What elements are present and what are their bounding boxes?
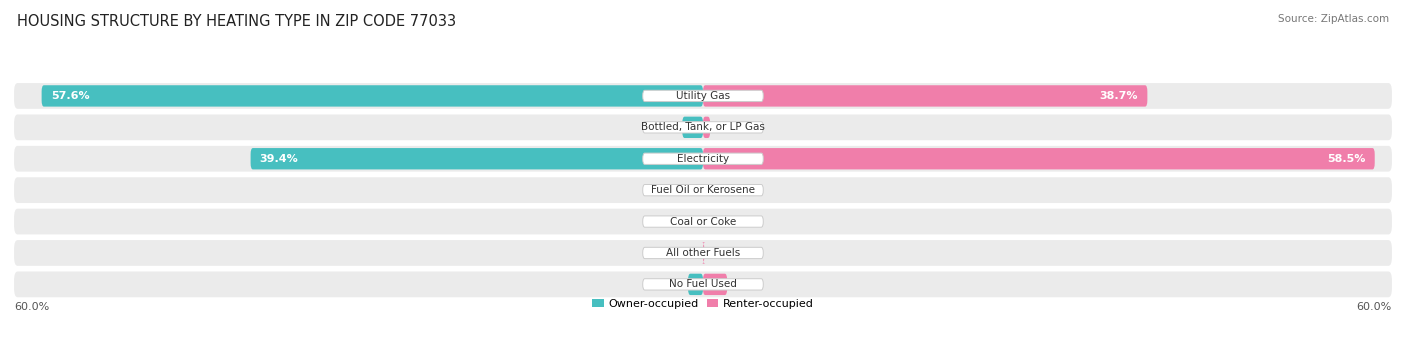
Text: HOUSING STRUCTURE BY HEATING TYPE IN ZIP CODE 77033: HOUSING STRUCTURE BY HEATING TYPE IN ZIP… xyxy=(17,14,456,29)
Text: 1.3%: 1.3% xyxy=(654,279,682,290)
FancyBboxPatch shape xyxy=(14,271,1392,297)
FancyBboxPatch shape xyxy=(643,122,763,133)
Text: Coal or Coke: Coal or Coke xyxy=(669,217,737,226)
FancyBboxPatch shape xyxy=(14,240,1392,266)
FancyBboxPatch shape xyxy=(643,247,763,258)
FancyBboxPatch shape xyxy=(42,85,703,107)
Text: No Fuel Used: No Fuel Used xyxy=(669,279,737,290)
FancyBboxPatch shape xyxy=(643,90,763,102)
Text: 0.11%: 0.11% xyxy=(710,248,745,258)
Text: 58.5%: 58.5% xyxy=(1327,154,1365,164)
FancyBboxPatch shape xyxy=(703,117,710,138)
Text: Bottled, Tank, or LP Gas: Bottled, Tank, or LP Gas xyxy=(641,122,765,132)
Text: 38.7%: 38.7% xyxy=(1099,91,1139,101)
FancyBboxPatch shape xyxy=(688,274,703,295)
FancyBboxPatch shape xyxy=(14,83,1392,109)
Text: Fuel Oil or Kerosene: Fuel Oil or Kerosene xyxy=(651,185,755,195)
Text: 60.0%: 60.0% xyxy=(14,302,49,312)
FancyBboxPatch shape xyxy=(703,85,1147,107)
FancyBboxPatch shape xyxy=(14,146,1392,172)
Text: 1.8%: 1.8% xyxy=(648,122,676,132)
FancyBboxPatch shape xyxy=(643,216,763,227)
FancyBboxPatch shape xyxy=(702,242,706,264)
Text: Source: ZipAtlas.com: Source: ZipAtlas.com xyxy=(1278,14,1389,24)
FancyBboxPatch shape xyxy=(643,279,763,290)
FancyBboxPatch shape xyxy=(14,177,1392,203)
FancyBboxPatch shape xyxy=(703,274,727,295)
FancyBboxPatch shape xyxy=(14,209,1392,235)
Text: 39.4%: 39.4% xyxy=(260,154,298,164)
FancyBboxPatch shape xyxy=(14,115,1392,140)
FancyBboxPatch shape xyxy=(250,148,703,169)
Text: 0.62%: 0.62% xyxy=(716,122,751,132)
FancyBboxPatch shape xyxy=(643,184,763,196)
Text: All other Fuels: All other Fuels xyxy=(666,248,740,258)
Legend: Owner-occupied, Renter-occupied: Owner-occupied, Renter-occupied xyxy=(588,295,818,314)
Text: Electricity: Electricity xyxy=(676,154,730,164)
FancyBboxPatch shape xyxy=(643,153,763,164)
FancyBboxPatch shape xyxy=(682,117,703,138)
Text: 2.1%: 2.1% xyxy=(733,279,761,290)
FancyBboxPatch shape xyxy=(703,148,1375,169)
Text: 60.0%: 60.0% xyxy=(1357,302,1392,312)
Text: Utility Gas: Utility Gas xyxy=(676,91,730,101)
Text: 57.6%: 57.6% xyxy=(51,91,90,101)
